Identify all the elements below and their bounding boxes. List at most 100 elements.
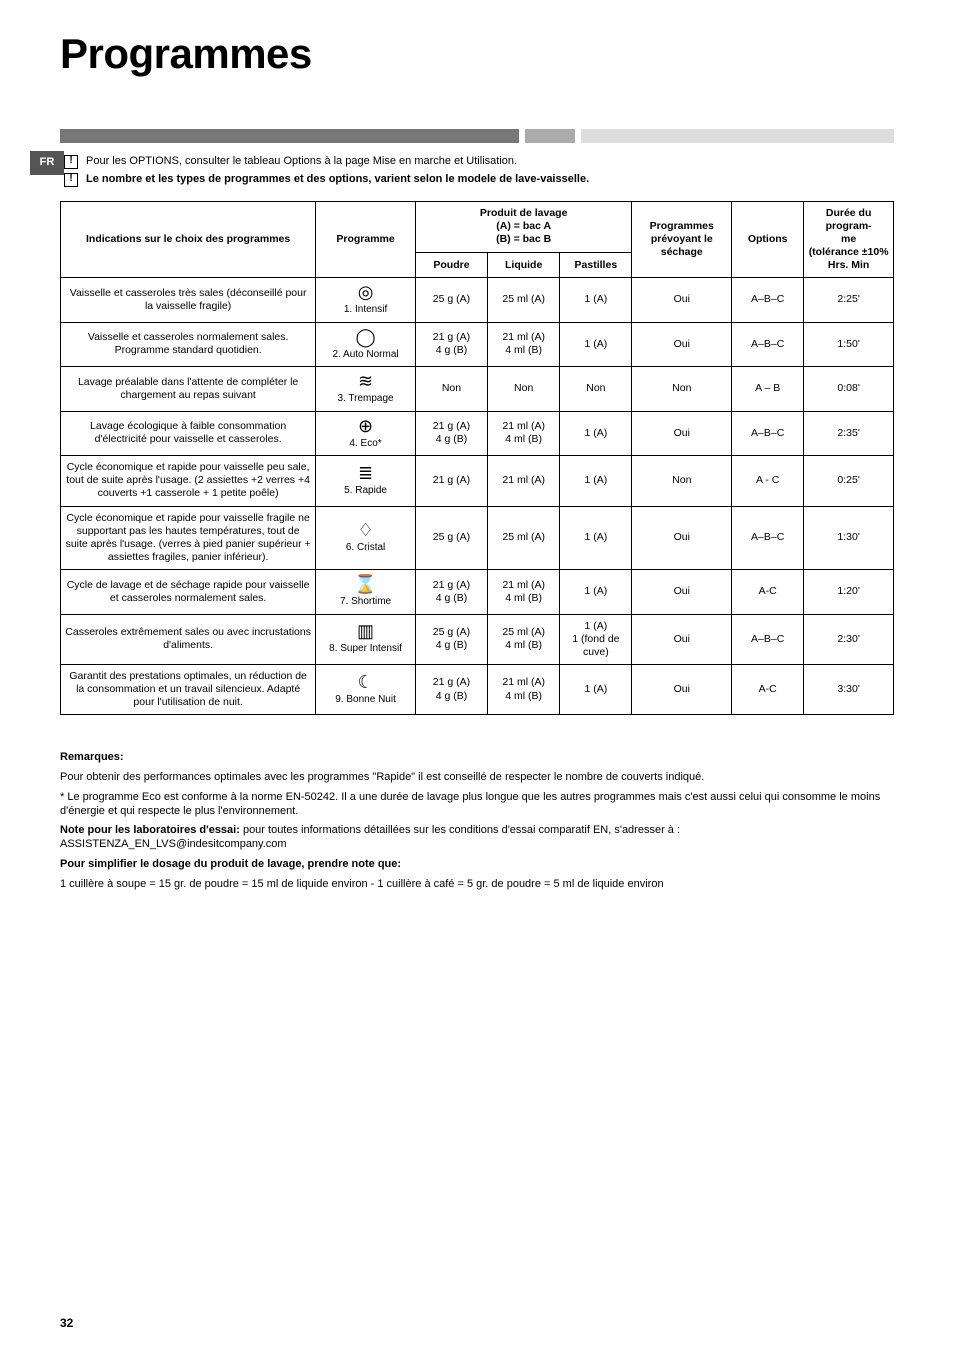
cell-indication: Cycle économique et rapide pour vaissell…	[61, 456, 316, 506]
remarks-line5: 1 cuillère à soupe = 15 gr. de poudre = …	[60, 878, 894, 892]
cell-duree: 1:20'	[804, 570, 894, 615]
cell-sechage: Oui	[632, 664, 732, 714]
bar-segment-mid	[525, 129, 575, 143]
cell-poudre: 21 g (A) 4 g (B)	[415, 411, 487, 456]
cell-options: A-C	[732, 664, 804, 714]
cell-liquide: 21 ml (A) 4 ml (B)	[488, 664, 560, 714]
cell-poudre: 25 g (A)	[415, 506, 487, 570]
cell-sechage: Oui	[632, 570, 732, 615]
cell-pastilles: Non	[560, 367, 632, 412]
remarks-section: Remarques: Pour obtenir des performances…	[60, 751, 894, 891]
cell-duree: 1:30'	[804, 506, 894, 570]
programme-label: 4. Eco*	[349, 438, 381, 449]
cell-indication: Vaisselle et casseroles très sales (déco…	[61, 278, 316, 323]
table-row: Lavage écologique à faible consommation …	[61, 411, 894, 456]
programme-label: 7. Shortime	[340, 596, 391, 607]
table-row: Vaisselle et casseroles très sales (déco…	[61, 278, 894, 323]
language-tag: FR	[30, 151, 64, 175]
cell-indication: Cycle économique et rapide pour vaissell…	[61, 506, 316, 570]
cell-duree: 2:25'	[804, 278, 894, 323]
cell-sechage: Non	[632, 456, 732, 506]
cell-options: A–B–C	[732, 278, 804, 323]
cell-liquide: 21 ml (A) 4 ml (B)	[488, 411, 560, 456]
remarks-line4-bold: Pour simplifier le dosage du produit de …	[60, 858, 401, 870]
programme-label: 5. Rapide	[344, 485, 387, 496]
cell-pastilles: 1 (A)	[560, 570, 632, 615]
programme-label: 8. Super Intensif	[329, 643, 402, 654]
page-number: 32	[60, 1316, 73, 1331]
cell-indication: Lavage écologique à faible consommation …	[61, 411, 316, 456]
programme-icon: ◎	[320, 283, 411, 301]
cell-options: A–B–C	[732, 411, 804, 456]
programme-icon: ◯	[320, 328, 411, 346]
programme-label: 6. Cristal	[346, 542, 385, 553]
cell-pastilles: 1 (A)	[560, 411, 632, 456]
cell-duree: 0:08'	[804, 367, 894, 412]
cell-duree: 3:30'	[804, 664, 894, 714]
cell-pastilles: 1 (A)	[560, 456, 632, 506]
decorative-header-bar	[60, 129, 894, 143]
cell-duree: 1:50'	[804, 322, 894, 367]
cell-sechage: Oui	[632, 411, 732, 456]
table-row: Casseroles extrêmement sales ou avec inc…	[61, 614, 894, 664]
programme-icon: ▥	[320, 622, 411, 640]
cell-indication: Vaisselle et casseroles normalement sale…	[61, 322, 316, 367]
cell-indication: Lavage préalable dans l'attente de compl…	[61, 367, 316, 412]
cell-indication: Garantit des prestations optimales, un r…	[61, 664, 316, 714]
cell-poudre: 21 g (A)	[415, 456, 487, 506]
cell-poudre: 25 g (A)	[415, 278, 487, 323]
page-title: Programmes	[60, 28, 894, 81]
th-detergent-group: Produit de lavage (A) = bac A (B) = bac …	[415, 201, 632, 253]
table-row: Garantit des prestations optimales, un r…	[61, 664, 894, 714]
remarks-title: Remarques:	[60, 751, 124, 763]
programme-label: 1. Intensif	[344, 304, 387, 315]
bar-segment-light	[581, 129, 894, 143]
cell-sechage: Oui	[632, 614, 732, 664]
cell-pastilles: 1 (A) 1 (fond de cuve)	[560, 614, 632, 664]
programme-icon: ⊕	[320, 417, 411, 435]
cell-options: A–B–C	[732, 322, 804, 367]
programme-icon: ☾	[320, 673, 411, 691]
cell-poudre: 21 g (A) 4 g (B)	[415, 664, 487, 714]
cell-options: A - C	[732, 456, 804, 506]
cell-liquide: 21 ml (A)	[488, 456, 560, 506]
th-poudre: Poudre	[415, 253, 487, 278]
table-row: Cycle de lavage et de séchage rapide pou…	[61, 570, 894, 615]
th-indications: Indications sur le choix des programmes	[61, 201, 316, 278]
cell-programme: ≋3. Trempage	[316, 367, 416, 412]
cell-poudre: Non	[415, 367, 487, 412]
cell-poudre: 25 g (A) 4 g (B)	[415, 614, 487, 664]
cell-programme: ☾ 9. Bonne Nuit	[316, 664, 416, 714]
programme-label: 9. Bonne Nuit	[335, 694, 396, 705]
table-row: Lavage préalable dans l'attente de compl…	[61, 367, 894, 412]
cell-programme: ◯ 2. Auto Normal	[316, 322, 416, 367]
cell-options: A-C	[732, 570, 804, 615]
table-row: Vaisselle et casseroles normalement sale…	[61, 322, 894, 367]
cell-indication: Casseroles extrêmement sales ou avec inc…	[61, 614, 316, 664]
cell-pastilles: 1 (A)	[560, 278, 632, 323]
cell-options: A–B–C	[732, 614, 804, 664]
warning-icon: !	[64, 155, 78, 169]
cell-programme: ◎ 1. Intensif	[316, 278, 416, 323]
cell-sechage: Non	[632, 367, 732, 412]
programme-icon: ♢	[320, 521, 411, 539]
cell-liquide: 21 ml (A) 4 ml (B)	[488, 570, 560, 615]
cell-duree: 0:25'	[804, 456, 894, 506]
programme-label: 2. Auto Normal	[332, 349, 398, 360]
cell-options: A–B–C	[732, 506, 804, 570]
cell-programme: ▥ 8. Super Intensif	[316, 614, 416, 664]
cell-liquide: Non	[488, 367, 560, 412]
cell-programme: ⌛7. Shortime	[316, 570, 416, 615]
programme-label: 3. Trempage	[337, 393, 393, 404]
cell-options: A – B	[732, 367, 804, 412]
cell-programme: ≣5. Rapide	[316, 456, 416, 506]
remarks-line2: * Le programme Eco est conforme à la nor…	[60, 791, 894, 819]
cell-indication: Cycle de lavage et de séchage rapide pou…	[61, 570, 316, 615]
cell-pastilles: 1 (A)	[560, 322, 632, 367]
cell-liquide: 25 ml (A)	[488, 506, 560, 570]
cell-poudre: 21 g (A) 4 g (B)	[415, 322, 487, 367]
cell-duree: 2:35'	[804, 411, 894, 456]
cell-liquide: 25 ml (A) 4 ml (B)	[488, 614, 560, 664]
th-duree: Durée du program- me (tolérance ±10% Hrs…	[804, 201, 894, 278]
th-pastilles: Pastilles	[560, 253, 632, 278]
